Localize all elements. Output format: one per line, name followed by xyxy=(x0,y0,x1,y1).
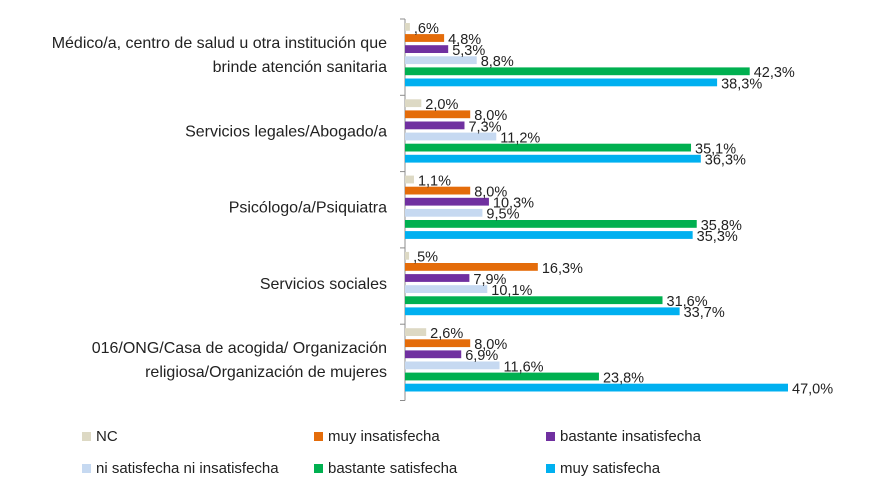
value-label: 9,5% xyxy=(486,207,519,223)
bar-bastante-satisfecha xyxy=(405,296,663,305)
bars xyxy=(405,23,788,392)
bar-muy-insatisfecha xyxy=(405,186,471,195)
bar-ni-satisfecha-ni-insatisfecha xyxy=(405,208,483,217)
category-label: 016/ONG/Casa de acogida/ Organización xyxy=(92,340,387,357)
value-label: 35,3% xyxy=(697,229,738,245)
bar-bastante-insatisfecha xyxy=(405,350,462,359)
bar-bastante-satisfecha xyxy=(405,372,599,381)
value-label: 35,1% xyxy=(695,142,736,158)
bar-NC xyxy=(405,23,410,31)
value-label: 8,8% xyxy=(481,54,514,70)
value-label: 10,1% xyxy=(491,283,532,299)
value-label: ,6% xyxy=(414,21,439,37)
category-label: Médico/a, centro de salud u otra institu… xyxy=(52,35,387,52)
bar-muy-satisfecha xyxy=(405,231,693,239)
legend-label: bastante satisfecha xyxy=(328,460,458,477)
bar-bastante-insatisfecha xyxy=(405,121,465,130)
bar-muy-insatisfecha xyxy=(405,34,445,42)
legend-label: ni satisfecha ni insatisfecha xyxy=(96,460,279,477)
axis-layer xyxy=(400,18,406,401)
value-label: 1,1% xyxy=(418,173,451,189)
legend-swatch xyxy=(546,432,555,441)
value-label: 38,3% xyxy=(721,76,762,92)
bar-muy-satisfecha xyxy=(405,307,680,316)
value-label: 10,3% xyxy=(493,196,534,212)
value-label: 31,6% xyxy=(667,294,708,310)
value-label: 5,3% xyxy=(452,43,485,59)
category-labels: Médico/a, centro de salud u otra institu… xyxy=(52,35,387,381)
value-label: 23,8% xyxy=(603,370,644,386)
bar-bastante-satisfecha xyxy=(405,67,750,76)
bar-muy-satisfecha xyxy=(405,78,718,87)
bar-NC xyxy=(405,99,422,108)
value-label: 36,3% xyxy=(705,153,746,169)
bar-ni-satisfecha-ni-insatisfecha xyxy=(405,56,477,65)
category-label: Servicios sociales xyxy=(260,276,387,293)
value-label: 8,0% xyxy=(474,185,507,201)
bar-NC xyxy=(405,251,410,260)
value-label: 7,9% xyxy=(473,272,506,288)
bar-muy-satisfecha xyxy=(405,154,701,163)
category-label: Psicólogo/a/Psiquiatra xyxy=(229,200,387,217)
value-label: 11,6% xyxy=(504,359,544,375)
legend-label: muy insatisfecha xyxy=(328,428,440,445)
value-label: 11,2% xyxy=(500,130,540,146)
bar-ni-satisfecha-ni-insatisfecha xyxy=(405,132,497,141)
bar-bastante-insatisfecha xyxy=(405,45,449,53)
value-label: 42,3% xyxy=(754,65,795,81)
legend-swatch xyxy=(82,464,91,473)
bar-bastante-satisfecha xyxy=(405,143,692,152)
value-label: 47,0% xyxy=(792,382,833,398)
bar-muy-insatisfecha xyxy=(405,339,471,348)
legend-label: NC xyxy=(96,428,118,445)
value-label: 2,0% xyxy=(425,97,458,113)
bar-NC xyxy=(405,175,414,184)
bar-muy-insatisfecha xyxy=(405,263,538,271)
category-label: religiosa/Organización de mujeres xyxy=(145,364,387,381)
legend-label: muy satisfecha xyxy=(560,460,661,477)
bar-muy-satisfecha xyxy=(405,383,788,392)
legend-swatch xyxy=(314,464,323,473)
value-label: 8,0% xyxy=(474,108,507,124)
category-label: brinde atención sanitaria xyxy=(213,59,387,76)
value-label: 4,8% xyxy=(448,32,481,48)
value-labels: ,6% 2,0% 1,1% ,5% 2,6% 4,8% 8,0% 8,0% 16,3% 8,0% 5… xyxy=(413,21,833,398)
bar-bastante-insatisfecha xyxy=(405,197,489,206)
value-label: ,5% xyxy=(413,250,438,266)
value-label: 33,7% xyxy=(684,305,725,321)
legend-label: bastante insatisfecha xyxy=(560,428,702,445)
value-label: 8,0% xyxy=(474,337,507,353)
bar-ni-satisfecha-ni-insatisfecha xyxy=(405,361,500,370)
value-label: 6,9% xyxy=(465,348,498,364)
value-label: 35,8% xyxy=(701,218,742,234)
legend-swatch xyxy=(546,464,555,473)
value-label: 2,6% xyxy=(430,326,463,342)
value-label: 16,3% xyxy=(542,261,583,277)
value-label: 7,3% xyxy=(468,119,501,135)
legend-swatch xyxy=(82,432,91,441)
bar-muy-insatisfecha xyxy=(405,110,471,119)
bar-ni-satisfecha-ni-insatisfecha xyxy=(405,285,488,293)
bar-bastante-satisfecha xyxy=(405,220,697,228)
category-label: Servicios legales/Abogado/a xyxy=(185,123,387,140)
legend: NC muy insatisfecha bastante insatisfecha n… xyxy=(82,428,702,477)
legend-swatch xyxy=(314,432,323,441)
bar-bastante-insatisfecha xyxy=(405,274,470,282)
bar-NC xyxy=(405,328,427,336)
